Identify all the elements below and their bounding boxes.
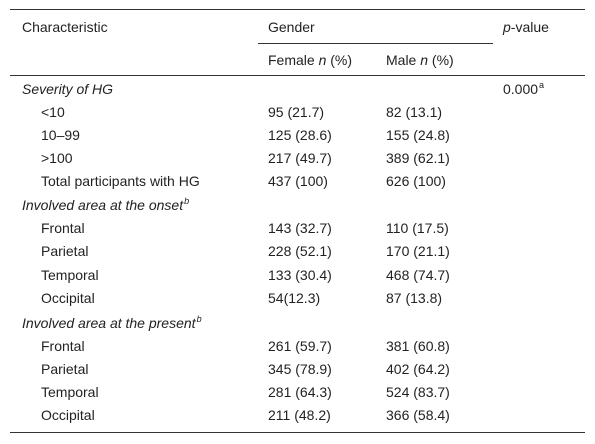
row-male: 524 (83.7) [386,384,450,400]
row-label: Total participants with HG [41,173,200,189]
row-label: Parietal [41,361,89,377]
table-top-rule [10,9,585,10]
section-pvalue-sup: a [539,80,545,90]
section-title-text: Involved area at the present [22,315,196,331]
section-pvalue: 0.000a [503,80,545,100]
row-male: 155 (24.8) [386,127,450,143]
gender-underline [258,43,493,44]
row-female: 228 (52.1) [268,243,332,259]
row-label: Occipital [41,407,95,423]
row-label: Temporal [41,267,99,283]
row-male: 82 (13.1) [386,104,443,120]
row-male: 381 (60.8) [386,338,450,354]
row-label: <10 [41,104,65,120]
row-male: 110 (17.5) [386,220,449,236]
row-female: 217 (49.7) [268,150,332,166]
row-female: 345 (78.9) [268,361,332,377]
row-label: Parietal [41,243,89,259]
section-title: Severity of HG [22,81,114,100]
row-label: >100 [41,150,73,166]
row-male: 468 (74.7) [386,267,450,283]
row-label: 10–99 [41,127,80,143]
section-title-text: Involved area at the onset [22,197,184,213]
section-pvalue-text: 0.000 [503,81,539,97]
row-female: 437 (100) [268,173,328,189]
section-title-text: Severity of HG [22,81,114,97]
row-male: 366 (58.4) [386,407,450,423]
header-characteristic: Characteristic [22,19,108,35]
header-pvalue: p-value [503,19,549,36]
header-pvalue-p: p [503,19,511,35]
row-female: 261 (59.7) [268,338,332,354]
header-male-prefix: Male [386,52,421,68]
section-title: Involved area at the onsetb [22,196,190,216]
row-female: 95 (21.7) [268,104,325,120]
header-male-n: n [420,52,429,68]
row-male: 626 (100) [386,173,446,189]
header-male-suffix: (%) [428,52,454,68]
row-male: 170 (21.1) [386,243,450,259]
row-label: Frontal [41,220,85,236]
section-title-sup: b [184,196,190,206]
table-bottom-rule [10,432,585,433]
row-male: 87 (13.8) [386,290,443,306]
row-female: 281 (64.3) [268,384,332,400]
section-title-sup: b [196,314,202,324]
header-pvalue-rest: -value [510,19,549,35]
row-female: 211 (48.2) [268,407,331,423]
header-female-prefix: Female [268,52,319,68]
header-male: Male n (%) [386,52,454,69]
section-title: Involved area at the presentb [22,314,202,334]
row-male: 402 (64.2) [386,361,450,377]
header-bottom-rule [10,75,585,76]
row-female: 143 (32.7) [268,220,332,236]
row-female: 133 (30.4) [268,267,332,283]
row-female: 125 (28.6) [268,127,332,143]
row-male: 389 (62.1) [386,150,450,166]
row-label: Occipital [41,290,95,306]
header-gender: Gender [268,19,315,35]
row-female: 54(12.3) [268,290,321,306]
header-female-n: n [318,52,327,68]
row-label: Frontal [41,338,85,354]
header-female: Female n (%) [268,52,352,69]
header-female-suffix: (%) [326,52,353,68]
row-label: Temporal [41,384,99,400]
